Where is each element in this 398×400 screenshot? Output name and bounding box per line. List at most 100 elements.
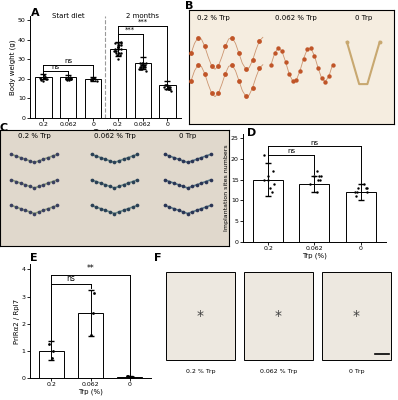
Point xyxy=(39,78,46,84)
Point xyxy=(88,202,95,209)
Text: ns: ns xyxy=(287,148,295,154)
Point xyxy=(130,374,137,381)
Point xyxy=(42,74,49,80)
Point xyxy=(229,62,235,68)
Point xyxy=(118,50,124,56)
Point xyxy=(139,64,146,70)
Point xyxy=(111,48,117,54)
Point xyxy=(171,206,177,212)
Bar xyxy=(253,180,283,242)
Point xyxy=(125,180,131,186)
Point xyxy=(31,185,37,191)
Point xyxy=(166,85,172,92)
Point xyxy=(115,44,121,50)
Point xyxy=(49,153,56,159)
Point xyxy=(44,76,50,82)
Point xyxy=(304,46,310,53)
Text: **: ** xyxy=(87,264,94,274)
Text: 0 Trp: 0 Trp xyxy=(179,134,196,140)
Point xyxy=(316,176,323,183)
Point xyxy=(13,178,19,185)
Point xyxy=(330,62,336,68)
Point xyxy=(165,84,171,90)
Text: *: * xyxy=(197,309,204,323)
Point xyxy=(117,52,123,58)
Point xyxy=(22,182,28,188)
Point xyxy=(117,46,124,52)
Point xyxy=(351,189,358,195)
Point xyxy=(168,87,174,94)
Point xyxy=(314,189,320,195)
Point xyxy=(162,82,168,88)
Point xyxy=(54,151,60,158)
Point xyxy=(180,209,186,215)
Point xyxy=(115,44,121,50)
Point xyxy=(22,156,28,162)
Point xyxy=(49,204,56,210)
Text: ns: ns xyxy=(66,274,75,283)
Point xyxy=(138,64,144,70)
Point xyxy=(229,34,235,41)
Point xyxy=(36,183,42,190)
Point xyxy=(315,65,321,71)
Point xyxy=(269,189,275,195)
Point xyxy=(290,78,296,84)
Point xyxy=(322,78,328,85)
Point xyxy=(98,206,104,212)
Point xyxy=(90,310,96,316)
Point xyxy=(198,180,205,186)
Point xyxy=(139,62,145,68)
Point xyxy=(250,57,256,64)
Point xyxy=(142,68,149,74)
Text: Start diet: Start diet xyxy=(52,13,85,19)
Text: ***: *** xyxy=(125,27,135,33)
Point xyxy=(64,76,70,83)
Point xyxy=(193,207,200,214)
Bar xyxy=(135,63,151,118)
Point xyxy=(265,172,271,179)
Point xyxy=(361,181,368,187)
Point xyxy=(180,183,186,190)
Bar xyxy=(39,351,64,378)
Point xyxy=(107,183,113,190)
Point xyxy=(114,40,121,47)
Point xyxy=(166,153,173,159)
Point xyxy=(207,151,214,158)
Point xyxy=(201,70,208,77)
Point xyxy=(195,34,201,41)
Point xyxy=(163,82,169,88)
Point xyxy=(115,46,121,52)
Text: ns: ns xyxy=(64,58,72,64)
Point xyxy=(91,289,97,296)
Point xyxy=(8,177,15,183)
Point xyxy=(222,70,228,77)
Point xyxy=(222,43,228,50)
Point xyxy=(137,64,143,70)
Point xyxy=(66,76,72,82)
Point xyxy=(88,76,94,82)
Point xyxy=(256,38,263,44)
Point xyxy=(313,168,320,174)
Point xyxy=(315,176,321,183)
Point xyxy=(115,56,121,62)
Text: A: A xyxy=(31,8,40,18)
Point xyxy=(242,66,249,72)
Point xyxy=(49,354,55,361)
Point xyxy=(13,204,19,210)
Point xyxy=(162,151,168,158)
Point xyxy=(134,202,140,209)
Point xyxy=(207,202,214,209)
Point xyxy=(189,209,195,215)
Text: 0.2 % Trp: 0.2 % Trp xyxy=(197,14,230,20)
Point xyxy=(107,209,113,215)
Point xyxy=(193,182,200,188)
Y-axis label: PrlRα2 / Rpl7: PrlRα2 / Rpl7 xyxy=(14,298,20,344)
Point xyxy=(184,210,191,217)
Point xyxy=(115,46,121,52)
Point xyxy=(102,182,108,188)
Point xyxy=(136,66,142,72)
Point xyxy=(188,50,194,56)
Point xyxy=(111,159,118,166)
Point xyxy=(42,74,48,80)
Point xyxy=(236,50,242,56)
